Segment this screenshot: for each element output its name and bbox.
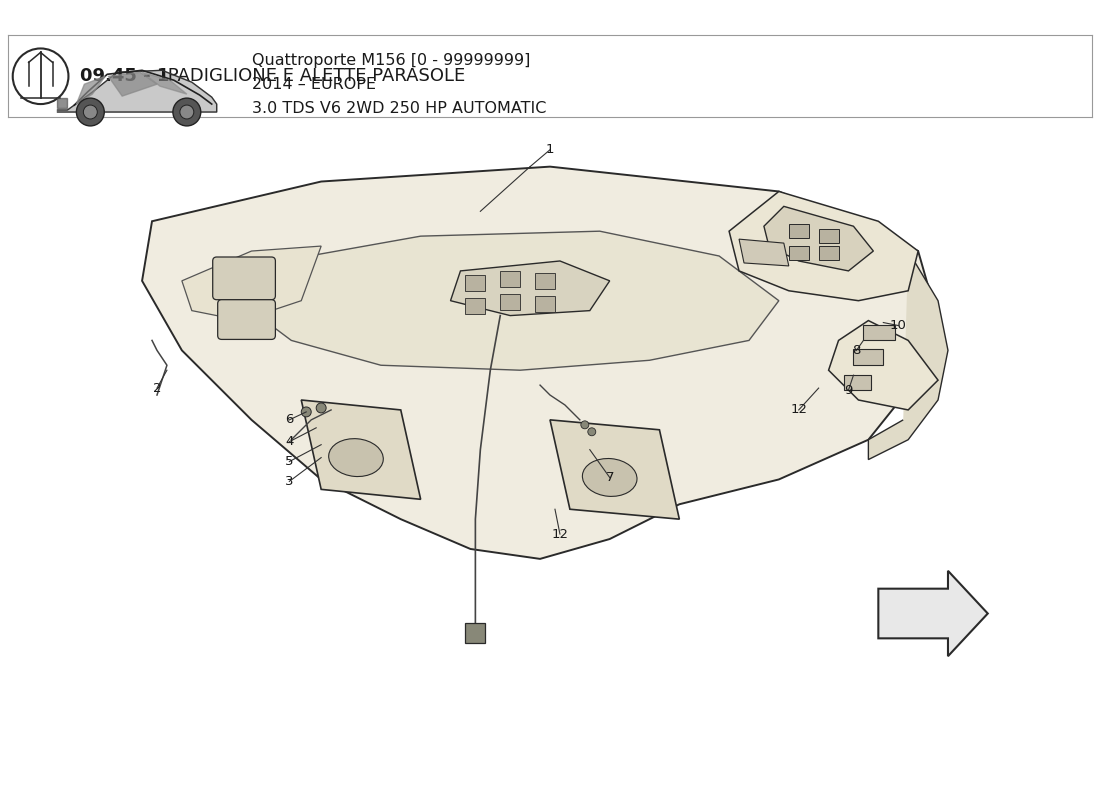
FancyBboxPatch shape bbox=[212, 257, 275, 300]
Circle shape bbox=[301, 407, 311, 417]
Text: 7: 7 bbox=[605, 471, 614, 484]
Circle shape bbox=[581, 421, 589, 429]
Polygon shape bbox=[142, 72, 187, 94]
Ellipse shape bbox=[582, 458, 637, 497]
Text: 10: 10 bbox=[890, 319, 906, 332]
Polygon shape bbox=[465, 298, 485, 314]
Polygon shape bbox=[500, 271, 520, 286]
Text: 8: 8 bbox=[852, 344, 860, 357]
Text: 9: 9 bbox=[845, 383, 853, 397]
Text: 6: 6 bbox=[285, 414, 294, 426]
Polygon shape bbox=[465, 623, 485, 643]
Text: 4: 4 bbox=[285, 435, 294, 448]
Polygon shape bbox=[252, 231, 779, 370]
Polygon shape bbox=[301, 400, 420, 499]
Polygon shape bbox=[182, 246, 321, 321]
Polygon shape bbox=[142, 166, 938, 559]
Polygon shape bbox=[729, 191, 918, 301]
Ellipse shape bbox=[329, 438, 383, 477]
Polygon shape bbox=[789, 246, 808, 260]
Polygon shape bbox=[828, 321, 938, 410]
Polygon shape bbox=[465, 275, 485, 290]
Polygon shape bbox=[108, 72, 157, 96]
Polygon shape bbox=[57, 70, 217, 112]
Circle shape bbox=[173, 98, 201, 126]
Polygon shape bbox=[864, 325, 895, 341]
Polygon shape bbox=[854, 350, 883, 366]
Text: 3: 3 bbox=[285, 475, 294, 488]
Text: 12: 12 bbox=[790, 403, 807, 417]
Text: 12: 12 bbox=[551, 527, 569, 541]
Circle shape bbox=[316, 403, 326, 413]
Polygon shape bbox=[535, 273, 556, 289]
Polygon shape bbox=[878, 571, 988, 656]
Text: 3.0 TDS V6 2WD 250 HP AUTOMATIC: 3.0 TDS V6 2WD 250 HP AUTOMATIC bbox=[252, 101, 546, 115]
Polygon shape bbox=[535, 296, 556, 312]
Polygon shape bbox=[500, 294, 520, 310]
Text: 5: 5 bbox=[285, 455, 294, 468]
Polygon shape bbox=[550, 420, 680, 519]
Text: 1: 1 bbox=[546, 143, 554, 156]
Polygon shape bbox=[868, 251, 948, 459]
Polygon shape bbox=[818, 229, 838, 243]
Text: 09.45 - 1: 09.45 - 1 bbox=[80, 67, 169, 86]
Polygon shape bbox=[818, 246, 838, 260]
Text: 2014 – EUROPE: 2014 – EUROPE bbox=[252, 77, 375, 92]
Circle shape bbox=[76, 98, 104, 126]
Polygon shape bbox=[56, 98, 67, 108]
Polygon shape bbox=[763, 206, 873, 271]
Circle shape bbox=[84, 105, 97, 119]
Polygon shape bbox=[789, 224, 808, 238]
Polygon shape bbox=[739, 239, 789, 266]
Polygon shape bbox=[844, 375, 871, 390]
Circle shape bbox=[180, 105, 194, 119]
Polygon shape bbox=[451, 261, 609, 315]
Circle shape bbox=[587, 428, 596, 436]
Polygon shape bbox=[76, 76, 106, 104]
Text: 2: 2 bbox=[153, 382, 162, 394]
FancyBboxPatch shape bbox=[218, 300, 275, 339]
Text: PADIGLIONE E ALETTE PARASOLE: PADIGLIONE E ALETTE PARASOLE bbox=[162, 67, 465, 86]
Text: Quattroporte M156 [0 - 99999999]: Quattroporte M156 [0 - 99999999] bbox=[252, 53, 530, 68]
